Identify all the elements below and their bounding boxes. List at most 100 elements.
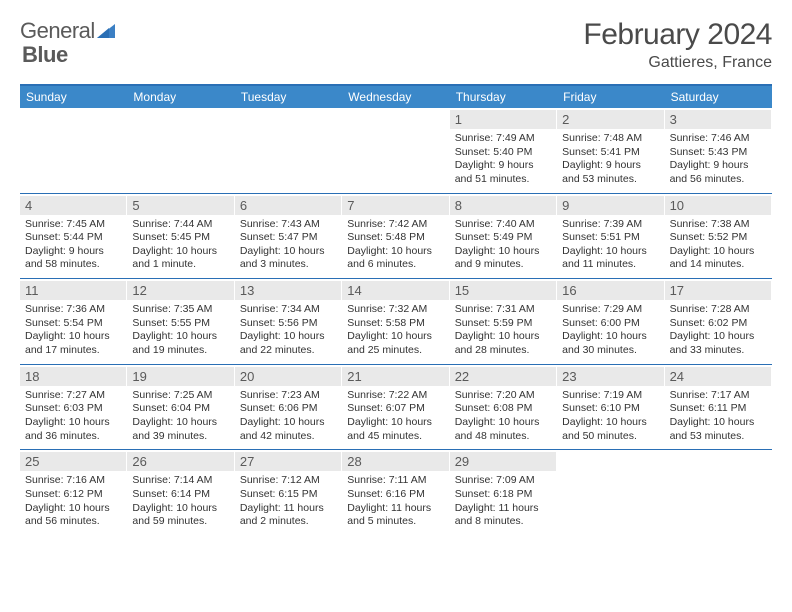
sunrise-text: Sunrise: 7:48 AM [562, 132, 658, 146]
sunrise-text: Sunrise: 7:44 AM [132, 218, 228, 232]
daylight-text: Daylight: 10 hours and 39 minutes. [132, 416, 228, 443]
sail-icon [95, 22, 117, 40]
calendar-body: 1Sunrise: 7:49 AMSunset: 5:40 PMDaylight… [20, 108, 772, 535]
daylight-text: Daylight: 11 hours and 5 minutes. [347, 502, 443, 529]
day-number: 21 [342, 367, 448, 386]
calendar-cell [235, 108, 342, 193]
sunrise-text: Sunrise: 7:12 AM [240, 474, 336, 488]
page-header: General February 2024 Gattieres, France [20, 18, 772, 72]
calendar-cell: 2Sunrise: 7:48 AMSunset: 5:41 PMDaylight… [557, 108, 664, 193]
calendar-cell: 12Sunrise: 7:35 AMSunset: 5:55 PMDayligh… [127, 279, 234, 364]
sunset-text: Sunset: 6:00 PM [562, 317, 658, 331]
daylight-text: Daylight: 10 hours and 22 minutes. [240, 330, 336, 357]
daylight-text: Daylight: 10 hours and 33 minutes. [670, 330, 766, 357]
sunrise-text: Sunrise: 7:29 AM [562, 303, 658, 317]
day-info: Sunrise: 7:49 AMSunset: 5:40 PMDaylight:… [455, 132, 551, 187]
sunrise-text: Sunrise: 7:11 AM [347, 474, 443, 488]
calendar-cell: 10 Sunrise: 7:38 AMSunset: 5:52 PMDayligh… [665, 194, 772, 279]
calendar-cell [342, 108, 449, 193]
calendar-cell: 9Sunrise: 7:39 AMSunset: 5:51 PMDaylight… [557, 194, 664, 279]
sunset-text: Sunset: 5:55 PM [132, 317, 228, 331]
calendar-cell: 17Sunrise: 7:28 AMSunset: 6:02 PMDayligh… [665, 279, 772, 364]
sunset-text: Sunset: 5:48 PM [347, 231, 443, 245]
day-header: Sunday [20, 86, 127, 108]
calendar-cell: 15Sunrise: 7:31 AMSunset: 5:59 PMDayligh… [450, 279, 557, 364]
daylight-text: Daylight: 10 hours and 45 minutes. [347, 416, 443, 443]
daylight-text: Daylight: 10 hours and 14 minutes. [670, 245, 766, 272]
sunrise-text: Sunrise: 7:28 AM [670, 303, 766, 317]
day-info: Sunrise: 7:20 AMSunset: 6:08 PMDaylight:… [455, 389, 551, 444]
day-number: 10 [665, 196, 771, 215]
brand-part1: General [20, 18, 95, 44]
sunset-text: Sunset: 6:11 PM [670, 402, 766, 416]
daylight-text: Daylight: 10 hours and 9 minutes. [455, 245, 551, 272]
day-info: Sunrise: 7:11 AMSunset: 6:16 PMDaylight:… [347, 474, 443, 529]
sunrise-text: Sunrise: 7:22 AM [347, 389, 443, 403]
sunrise-text: Sunrise: 7:16 AM [25, 474, 121, 488]
daylight-text: Daylight: 10 hours and 25 minutes. [347, 330, 443, 357]
daylight-text: Daylight: 9 hours and 51 minutes. [455, 159, 551, 186]
calendar-cell [557, 450, 664, 535]
sunrise-text: Sunrise: 7:32 AM [347, 303, 443, 317]
sunset-text: Sunset: 5:43 PM [670, 146, 766, 160]
calendar-cell: 16Sunrise: 7:29 AMSunset: 6:00 PMDayligh… [557, 279, 664, 364]
daylight-text: Daylight: 9 hours and 58 minutes. [25, 245, 121, 272]
daylight-text: Daylight: 10 hours and 42 minutes. [240, 416, 336, 443]
day-number: 24 [665, 367, 771, 386]
sunset-text: Sunset: 6:06 PM [240, 402, 336, 416]
daylight-text: Daylight: 9 hours and 56 minutes. [670, 159, 766, 186]
day-info: Sunrise: 7:40 AMSunset: 5:49 PMDaylight:… [455, 218, 551, 273]
calendar-cell: 24Sunrise: 7:17 AMSunset: 6:11 PMDayligh… [665, 365, 772, 450]
calendar-cell: 20Sunrise: 7:23 AMSunset: 6:06 PMDayligh… [235, 365, 342, 450]
daylight-text: Daylight: 10 hours and 53 minutes. [670, 416, 766, 443]
sunset-text: Sunset: 6:04 PM [132, 402, 228, 416]
sunrise-text: Sunrise: 7:19 AM [562, 389, 658, 403]
sunset-text: Sunset: 5:58 PM [347, 317, 443, 331]
day-number: 19 [127, 367, 233, 386]
sunset-text: Sunset: 5:56 PM [240, 317, 336, 331]
calendar-cell: 6Sunrise: 7:43 AMSunset: 5:47 PMDaylight… [235, 194, 342, 279]
day-number: 4 [20, 196, 126, 215]
day-info: Sunrise: 7:22 AMSunset: 6:07 PMDaylight:… [347, 389, 443, 444]
day-number: 2 [557, 110, 663, 129]
sunset-text: Sunset: 6:14 PM [132, 488, 228, 502]
daylight-text: Daylight: 10 hours and 50 minutes. [562, 416, 658, 443]
sunrise-text: Sunrise: 7:25 AM [132, 389, 228, 403]
daylight-text: Daylight: 10 hours and 59 minutes. [132, 502, 228, 529]
sunrise-text: Sunrise: 7:31 AM [455, 303, 551, 317]
sunset-text: Sunset: 6:16 PM [347, 488, 443, 502]
day-number: 23 [557, 367, 663, 386]
daylight-text: Daylight: 10 hours and 56 minutes. [25, 502, 121, 529]
daylight-text: Daylight: 10 hours and 48 minutes. [455, 416, 551, 443]
daylight-text: Daylight: 10 hours and 19 minutes. [132, 330, 228, 357]
day-info: Sunrise: 7:16 AMSunset: 6:12 PMDaylight:… [25, 474, 121, 529]
calendar-cell: 18Sunrise: 7:27 AMSunset: 6:03 PMDayligh… [20, 365, 127, 450]
daylight-text: Daylight: 10 hours and 6 minutes. [347, 245, 443, 272]
daylight-text: Daylight: 10 hours and 30 minutes. [562, 330, 658, 357]
calendar-cell: 29Sunrise: 7:09 AMSunset: 6:18 PMDayligh… [450, 450, 557, 535]
sunrise-text: Sunrise: 7:45 AM [25, 218, 121, 232]
sunrise-text: Sunrise: 7:42 AM [347, 218, 443, 232]
sunset-text: Sunset: 6:10 PM [562, 402, 658, 416]
day-number: 18 [20, 367, 126, 386]
day-number: 22 [450, 367, 556, 386]
calendar-cell: 28Sunrise: 7:11 AMSunset: 6:16 PMDayligh… [342, 450, 449, 535]
calendar-row: 11Sunrise: 7:36 AMSunset: 5:54 PMDayligh… [20, 278, 772, 364]
calendar-cell [127, 108, 234, 193]
sunrise-text: Sunrise: 7:23 AM [240, 389, 336, 403]
calendar-row: 4Sunrise: 7:45 AMSunset: 5:44 PMDaylight… [20, 193, 772, 279]
day-number: 26 [127, 452, 233, 471]
calendar-cell: 21 Sunrise: 7:22 AMSunset: 6:07 PMDayligh… [342, 365, 449, 450]
daylight-text: Daylight: 11 hours and 8 minutes. [455, 502, 551, 529]
sunrise-text: Sunrise: 7:14 AM [132, 474, 228, 488]
day-number: 27 [235, 452, 341, 471]
calendar-header-row: Sunday Monday Tuesday Wednesday Thursday… [20, 86, 772, 108]
day-header: Thursday [450, 86, 557, 108]
sunset-text: Sunset: 5:51 PM [562, 231, 658, 245]
day-info: Sunrise: 7:23 AMSunset: 6:06 PMDaylight:… [240, 389, 336, 444]
daylight-text: Daylight: 10 hours and 3 minutes. [240, 245, 336, 272]
day-number: 3 [665, 110, 771, 129]
day-info: Sunrise: 7:38 AMSunset: 5:52 PMDaylight:… [670, 218, 766, 273]
calendar-cell: 13Sunrise: 7:34 AMSunset: 5:56 PMDayligh… [235, 279, 342, 364]
day-info: Sunrise: 7:42 AMSunset: 5:48 PMDaylight:… [347, 218, 443, 273]
